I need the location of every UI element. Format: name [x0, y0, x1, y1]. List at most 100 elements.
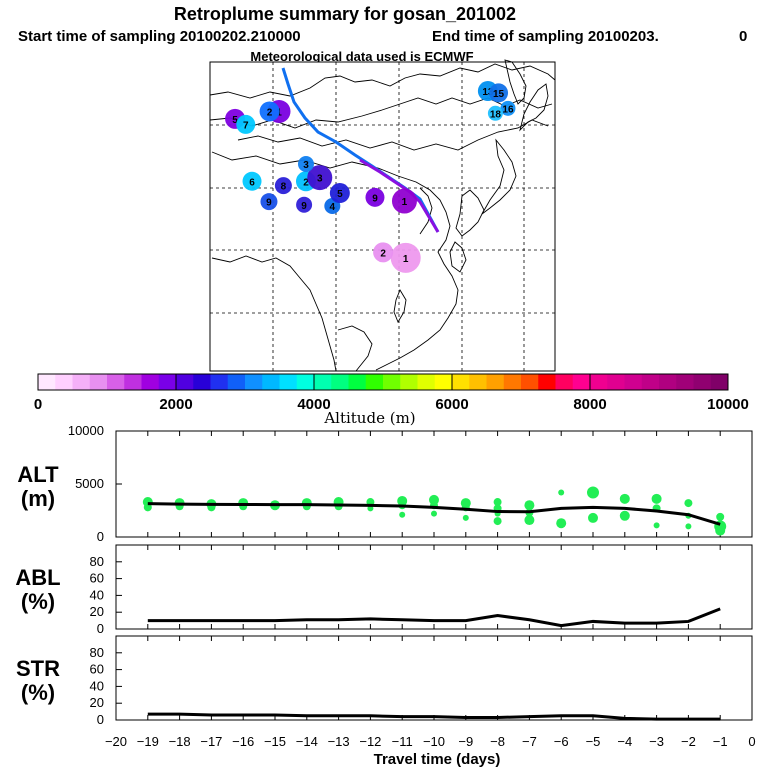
altitude-point: [524, 500, 535, 511]
y-tick-label: 10000: [68, 423, 104, 438]
met-data-text: Meteorological data used is ECMWF: [250, 49, 473, 64]
map-marker-dot: [242, 171, 262, 191]
x-tick-labels: −20 −19 −18 −17 −16 −15 −14 −13 −12 −11 −10 −9 −8 −7−…: [105, 734, 756, 749]
map-marker-dot: [260, 193, 278, 211]
x-tick-label: −1: [713, 734, 728, 749]
colorbar-cell: [434, 374, 453, 390]
y-tick-label: 0: [97, 529, 104, 544]
trajectory-path-lower: [359, 158, 440, 233]
colorbar-cell: [227, 374, 246, 390]
y-tick-label: 80: [90, 645, 104, 660]
altitude-point: [588, 512, 598, 523]
map-marker-label: 7: [243, 120, 249, 131]
map-marker-dot: [236, 114, 256, 134]
altitude-point: [684, 499, 693, 508]
alt-panel: ALT(m) 10000 5000 0: [17, 423, 753, 544]
colorbar-cell: [417, 374, 436, 390]
str-panel-unit: (%): [21, 680, 55, 705]
map-marker: 2: [373, 242, 394, 263]
str-frame: [115, 635, 753, 721]
x-tick-label: −3: [649, 734, 664, 749]
x-tick-label: −14: [296, 734, 318, 749]
x-tick-label: −16: [232, 734, 254, 749]
map-marker-label: 2: [380, 248, 386, 259]
map-panel: 1122334556789991315161812: [209, 59, 556, 372]
colorbar-cell: [331, 374, 349, 390]
colorbar-cell: [365, 374, 384, 390]
map-marker-dot: [390, 242, 421, 273]
colorbar-cell: [193, 374, 211, 390]
map-marker-label: 9: [372, 193, 378, 204]
x-tick-label: −17: [200, 734, 222, 749]
altitude-point: [143, 503, 152, 512]
abl-line: [147, 607, 721, 628]
colorbar-cell: [572, 374, 591, 390]
altitude-point: [715, 525, 726, 536]
map-marker-label: 15: [493, 89, 505, 100]
map-marker: 3: [297, 155, 314, 172]
colorbar-cell: [348, 374, 367, 390]
map-marker-dot: [373, 242, 394, 263]
colorbar-cell: [279, 374, 298, 390]
x-tick-label: −9: [458, 734, 473, 749]
colorbar-cell: [607, 374, 625, 390]
map-marker-label: 18: [490, 109, 502, 120]
chart-title: Retroplume summary for gosan_201002: [174, 4, 516, 24]
map-marker: 2: [259, 101, 280, 122]
altitude-point: [524, 515, 535, 526]
colorbar-cell: [245, 374, 263, 390]
colorbar-tick-label: 0: [34, 396, 42, 413]
map-marker-label: 2: [303, 177, 309, 188]
map-marker-dot: [329, 183, 350, 204]
alt-panel-label: ALT: [17, 462, 59, 487]
colorbar-cell: [538, 374, 556, 390]
colorbar-cell: [383, 374, 401, 390]
end-time-text: End time of sampling 20100203.: [432, 28, 659, 45]
map-marker: 9: [260, 193, 278, 211]
map-marker-dot: [259, 101, 280, 122]
colorbar-cell: [624, 374, 643, 390]
colorbar-cell: [590, 374, 608, 390]
start-time-text: Start time of sampling 20100202.210000: [18, 28, 301, 45]
map-marker-dot: [391, 188, 417, 214]
map-marker-label: 13: [482, 87, 494, 98]
alt-frame: [115, 430, 753, 538]
y-tick-label: 0: [97, 621, 104, 636]
map-marker-label: 9: [301, 201, 307, 212]
map-marker-dot: [274, 177, 292, 195]
altitude-point: [558, 489, 565, 496]
map-marker-dot: [489, 83, 509, 103]
x-tick-label: −7: [522, 734, 537, 749]
map-marker-label: 1: [403, 254, 409, 265]
colorbar-cell: [55, 374, 73, 390]
altitude-point: [619, 510, 630, 521]
map-marker-dot: [365, 187, 385, 207]
x-axis-label: Travel time (days): [374, 751, 501, 768]
y-tick-label: 20: [90, 695, 104, 710]
map-marker-dot: [307, 165, 333, 191]
colorbar-ticks: 0 2000 4000 6000 8000 10000: [34, 374, 749, 413]
colorbar-cell: [710, 374, 729, 390]
map-marker-label: 2: [267, 107, 273, 118]
str-line: [147, 712, 721, 721]
altitude-point: [587, 486, 599, 499]
colorbar-tick-label: 8000: [573, 396, 606, 413]
altitude-point: [619, 493, 630, 504]
map-marker-label: 6: [249, 177, 255, 188]
map-marker-label: 3: [303, 160, 309, 171]
x-tick-label: −19: [137, 734, 159, 749]
map-marker: 7: [236, 114, 256, 134]
y-tick-label: 5000: [75, 476, 104, 491]
x-tick-label: −10: [423, 734, 445, 749]
colorbar-cell: [503, 374, 522, 390]
colorbar-cell: [486, 374, 505, 390]
map-marker-dot: [500, 100, 516, 116]
map-marker-label: 5: [232, 115, 238, 126]
y-tick-label: 40: [90, 678, 104, 693]
map-marker: 8: [274, 177, 292, 195]
colorbar-cell: [176, 374, 194, 390]
time-series-panels: ALT(m)1000050000ABL(%)806040200STR(%)806…: [15, 423, 755, 749]
altitude-point: [716, 512, 725, 521]
